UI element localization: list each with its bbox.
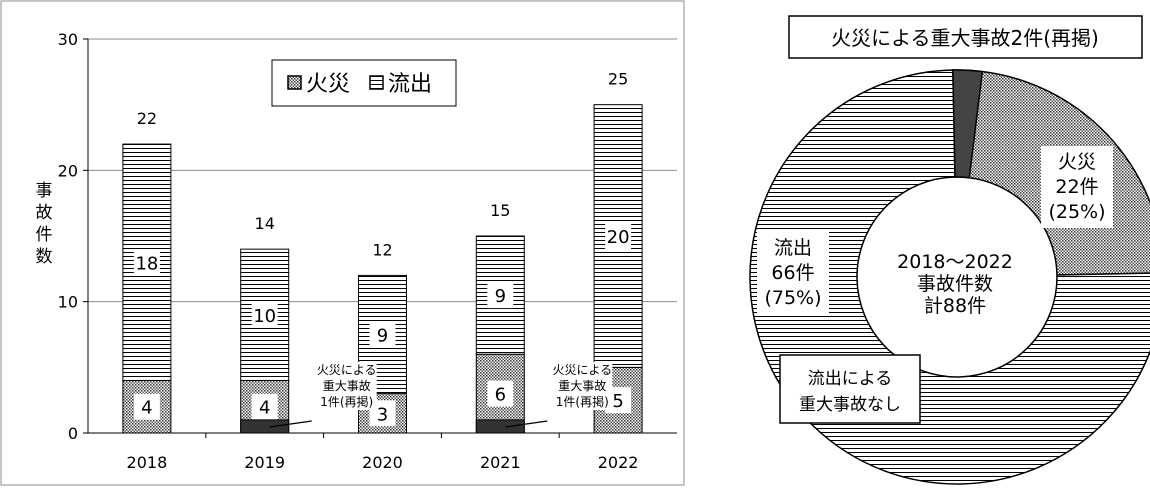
y-axis-label: 事故件数	[36, 181, 53, 267]
data-label: 20	[607, 227, 630, 248]
x-tick-label: 2022	[598, 453, 639, 472]
data-label: 18	[135, 253, 158, 274]
y-tick-label: 20	[58, 161, 78, 180]
data-label: 3	[377, 404, 388, 425]
x-tick-label: 2020	[362, 453, 403, 472]
data-label: 5	[612, 391, 623, 412]
annotation-text: 重大事故	[558, 378, 606, 393]
annotation-text: 重大事故	[323, 378, 371, 393]
x-tick-label: 2021	[480, 453, 521, 472]
slice-label-bg	[757, 232, 829, 314]
slice-label: 66件	[771, 262, 814, 284]
center-label: 計88件	[924, 295, 986, 317]
data-label-bg	[133, 249, 160, 276]
data-label: 4	[141, 398, 152, 419]
legend-box	[271, 59, 457, 107]
legend-label: 火災	[306, 72, 350, 97]
legend-swatch	[369, 75, 384, 90]
total-label: 14	[255, 214, 275, 233]
annotation-text: 1件(再掲)	[556, 394, 609, 409]
callout-box	[779, 354, 921, 424]
major-accident-segment	[240, 419, 290, 434]
legend-swatch	[287, 75, 302, 90]
annotation-bg	[316, 394, 377, 410]
data-label-bg	[487, 282, 514, 309]
annotation-leader	[269, 420, 312, 428]
y-tick-label: 0	[68, 424, 78, 443]
legend: 火災 流出	[271, 59, 457, 107]
x-tick-label: 2018	[127, 453, 168, 472]
annotation-text: 1件(再掲)	[320, 394, 373, 409]
data-label-bg	[251, 301, 278, 328]
annotation-bg	[552, 394, 613, 410]
callout-text: 火災による重大事故2件(再掲)	[831, 26, 1099, 50]
bar-chart: 0 10 20 30 4 18 22 4 10 14 3 9 12 6 9 15 5 20 25 2018 2019…	[0, 0, 685, 486]
legend-label: 流出	[388, 72, 432, 97]
callout-text: 重大事故なし	[799, 395, 901, 415]
data-label-bg	[133, 393, 160, 420]
center-label: 事故件数	[917, 273, 993, 295]
center-label: 2018〜2022	[897, 251, 1013, 273]
donut-slice-major-accident	[952, 69, 984, 179]
annotation-bg	[552, 378, 613, 394]
y-axis: 0 10 20 30	[58, 30, 89, 443]
annotation-leader	[505, 420, 548, 428]
callout-text: 流出による	[808, 369, 893, 389]
data-label-bg	[251, 393, 278, 420]
data-label-bg	[487, 380, 514, 407]
annotation-bg	[316, 362, 377, 378]
annotation-text: 火災による	[552, 363, 612, 377]
slice-label: (25%)	[1048, 201, 1105, 223]
data-label: 6	[495, 385, 506, 406]
slice-label: (75%)	[764, 287, 821, 309]
x-tick-label: 2019	[244, 453, 285, 472]
annotation-bg	[552, 362, 613, 378]
data-label: 9	[377, 326, 388, 347]
x-axis: 2018 2019 2020 2021 2022	[88, 432, 677, 472]
y-tick-label: 30	[58, 30, 78, 49]
slice-label: 流出	[774, 237, 812, 259]
slice-label-bg	[1041, 146, 1113, 228]
data-label-bg	[369, 321, 396, 348]
data-label-bg	[605, 223, 632, 249]
total-label: 22	[137, 109, 157, 128]
slice-label: 22件	[1055, 176, 1098, 198]
total-label: 15	[490, 201, 510, 220]
slice-label: 火災	[1058, 151, 1096, 173]
total-label: 12	[372, 240, 392, 259]
major-accident-segment	[475, 419, 525, 434]
data-label: 9	[495, 286, 506, 307]
donut-labels: 火災 22件 (25%) 流出 66件 (75%)	[757, 146, 1113, 314]
data-label: 4	[259, 398, 270, 419]
total-label: 25	[608, 70, 628, 89]
annotation-bg	[316, 378, 377, 394]
data-label: 10	[253, 306, 276, 327]
y-tick-label: 10	[58, 293, 78, 312]
callout-box	[788, 15, 1143, 59]
annotation-text: 火災による	[317, 363, 377, 377]
